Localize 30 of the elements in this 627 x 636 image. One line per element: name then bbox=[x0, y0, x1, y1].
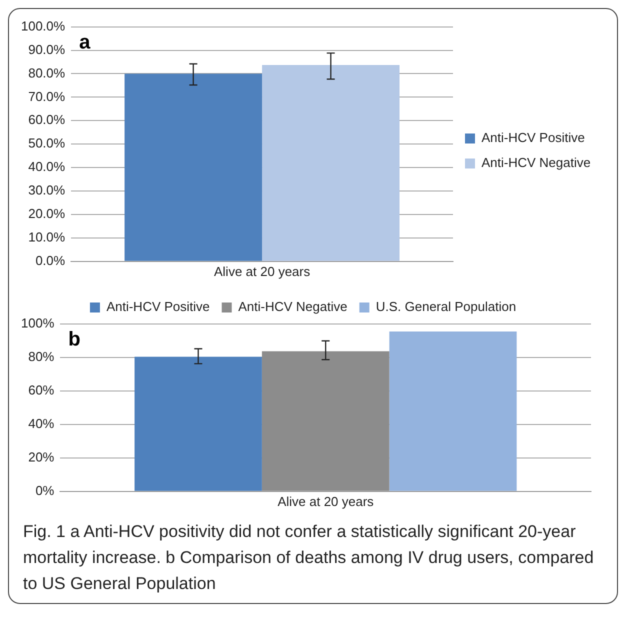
y-tick-label: 0% bbox=[35, 482, 55, 498]
chart-title: a bbox=[79, 31, 92, 54]
y-tick-label: 90.0% bbox=[28, 42, 66, 57]
legend-label: Anti-HCV Positive bbox=[106, 299, 210, 314]
y-tick-label: 20% bbox=[28, 450, 55, 464]
y-tick-label: 0.0% bbox=[35, 252, 66, 268]
legend-label: Anti-HCV Negative bbox=[238, 299, 348, 314]
y-tick-label: 70.0% bbox=[28, 88, 66, 104]
y-tick-label: 10.0% bbox=[28, 230, 66, 245]
chart-title: b bbox=[68, 328, 80, 351]
y-tick-label: 20.0% bbox=[28, 206, 66, 222]
y-tick-label: 30.0% bbox=[28, 182, 66, 198]
y-tick-label: 100.0% bbox=[20, 18, 66, 34]
bar bbox=[262, 351, 390, 491]
legend-label: U.S. General Population bbox=[376, 299, 516, 314]
y-tick-label: 40.0% bbox=[28, 159, 66, 174]
bar bbox=[134, 356, 262, 491]
legend-label: Anti-HCV Negative bbox=[482, 155, 591, 170]
y-tick-label: 40% bbox=[28, 416, 55, 432]
x-tick-label: Alive at 20 years bbox=[214, 264, 311, 279]
caption: Fig. 1 a Anti-HCV positivity did not confer a statistically significant 20-year mortality increase. b Comparison of deaths among IV drug users, compared to US General Population bbox=[22, 521, 595, 595]
y-tick-label: 80% bbox=[28, 349, 55, 364]
y-tick-label: 60% bbox=[28, 382, 55, 398]
y-tick-label: 100% bbox=[21, 316, 55, 331]
bar bbox=[389, 332, 517, 491]
legend-label: Anti-HCV Positive bbox=[482, 130, 585, 146]
y-tick-label: 80.0% bbox=[28, 65, 66, 80]
y-tick-label: 50.0% bbox=[28, 136, 66, 151]
y-tick-label: 60.0% bbox=[28, 112, 66, 128]
x-tick-label: Alive at 20 years bbox=[278, 494, 374, 509]
